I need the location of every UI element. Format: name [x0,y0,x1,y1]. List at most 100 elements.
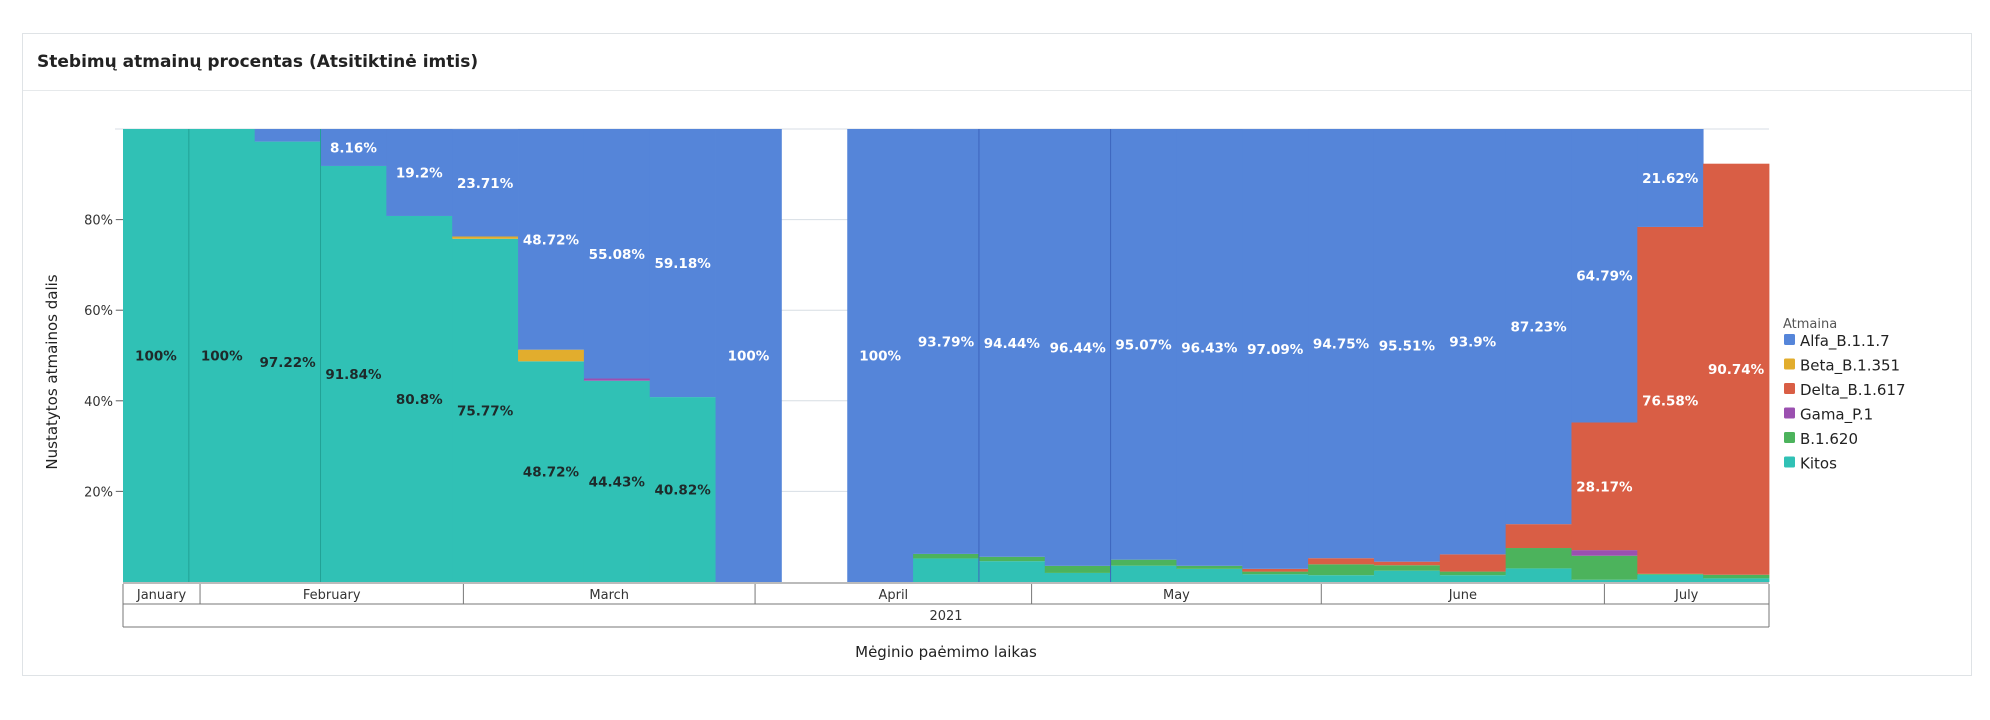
bar-segment[interactable] [1637,574,1704,582]
bar-segment[interactable] [913,558,980,582]
bar-segment[interactable] [1176,565,1243,569]
bar-segment[interactable] [978,556,1046,562]
data-label: 21.62% [1642,171,1699,187]
bar-segment[interactable] [518,349,585,362]
bar-segment[interactable] [1110,129,1177,560]
bar-segment[interactable] [1439,575,1507,582]
bar-segment[interactable] [320,129,387,166]
data-label: 95.07% [1115,337,1172,353]
data-label: 44.43% [589,474,646,490]
bar-segment[interactable] [1242,129,1309,569]
data-label: 19.2% [396,165,443,181]
bar-segment[interactable] [1176,129,1243,566]
bar-segment[interactable] [1176,568,1243,582]
month-label: January [136,588,187,603]
bar-segment[interactable] [1571,550,1638,556]
bar-segment[interactable] [1505,548,1572,569]
bar-segment[interactable] [1308,129,1375,559]
bar-segment[interactable] [1571,579,1638,582]
legend-item[interactable]: Beta_B.1.351 [1784,357,1900,376]
bar-segment[interactable] [1703,574,1770,579]
y-tick-label: 20% [84,485,113,500]
bar-segment[interactable] [1373,565,1441,571]
legend-label: Kitos [1800,455,1837,473]
bar-segment[interactable] [1110,565,1177,582]
bar-segment[interactable] [978,561,1046,582]
bar-segment[interactable] [583,129,651,379]
bar-segment[interactable] [1505,568,1572,582]
bar-segment[interactable] [386,129,453,216]
bar-segment[interactable] [254,141,321,583]
bar-segment[interactable] [1505,129,1572,525]
legend-swatch [1784,383,1795,394]
week-dividers [188,129,1112,582]
bar-segment[interactable] [1044,565,1111,573]
bar-segment[interactable] [1242,574,1309,582]
legend-item[interactable]: Alfa_B.1.1.7 [1784,332,1890,351]
bar-segment[interactable] [1637,129,1704,227]
bar-segment[interactable] [1571,422,1638,551]
bar-segment[interactable] [123,129,190,582]
legend-item[interactable]: Kitos [1784,455,1837,473]
bar-segment[interactable] [847,129,914,582]
bar-segment[interactable] [1373,570,1441,582]
bar-segment[interactable] [188,129,256,582]
bar-segment[interactable] [1242,571,1309,575]
bar-segment[interactable] [1571,555,1638,580]
legend-label: Alfa_B.1.1.7 [1800,332,1890,351]
bar-segment[interactable] [715,129,782,582]
bar-segment[interactable] [1703,163,1770,575]
legend-item[interactable]: Delta_B.1.617 [1784,381,1906,400]
bar-segment[interactable] [452,236,519,239]
y-tick-label: 80% [84,214,113,229]
bar-segment[interactable] [1637,573,1704,575]
bar-segment[interactable] [649,129,716,398]
data-label: 48.72% [523,465,580,481]
bar-segment[interactable] [1571,129,1638,423]
bar-segment[interactable] [320,165,387,583]
bar-segment[interactable] [518,361,585,582]
data-label: 96.43% [1181,340,1238,356]
data-label: 96.44% [1050,340,1107,356]
legend-swatch [1784,456,1795,468]
panel-header: Stebimų atmainų procentas (Atsitiktinė i… [23,34,1971,91]
data-label: 40.82% [655,483,712,499]
bar-segment[interactable] [1505,524,1572,549]
bar-labels: 100% 100% 97.22% 91.84% 8.16% 80.8% 19.2% 75.77… [135,140,1765,498]
bar-segment[interactable] [1373,129,1441,562]
bar-segment[interactable] [1044,572,1111,582]
bar-segment[interactable] [1110,559,1177,566]
bar-segment[interactable] [913,553,980,559]
bar-segment[interactable] [1242,568,1309,572]
month-label: April [878,588,908,603]
data-label: 91.84% [325,367,382,383]
bar-segment[interactable] [1439,129,1507,555]
bar-segment[interactable] [1308,558,1375,565]
bar-segment[interactable] [583,378,651,381]
bar-segment[interactable] [649,397,716,582]
bar-segment[interactable] [1439,571,1507,576]
legend-item[interactable]: B.1.620 [1784,430,1858,448]
bar-segment[interactable] [1439,554,1507,572]
bar-segment[interactable] [583,380,651,582]
bar-segment[interactable] [452,129,519,237]
bar-segment[interactable] [913,129,980,554]
bar-segment[interactable] [518,129,585,350]
bar-segment[interactable] [1308,564,1375,576]
bar-segment[interactable] [1373,561,1441,566]
bar-segment[interactable] [978,129,1046,557]
bar-segment[interactable] [254,129,321,142]
bar-segment[interactable] [452,238,519,582]
bar-segment[interactable] [1044,129,1111,566]
bar-segment[interactable] [1703,578,1770,582]
legend-title: Atmaina [1783,317,1837,332]
legend-item[interactable]: Gama_P.1 [1784,406,1873,425]
data-label: 48.72% [523,232,580,248]
year-label: 2021 [929,609,962,624]
bar-segment[interactable] [1637,226,1704,574]
bar-segment[interactable] [1308,575,1375,582]
legend-swatch [1784,358,1795,370]
bar-segment[interactable] [386,215,453,582]
